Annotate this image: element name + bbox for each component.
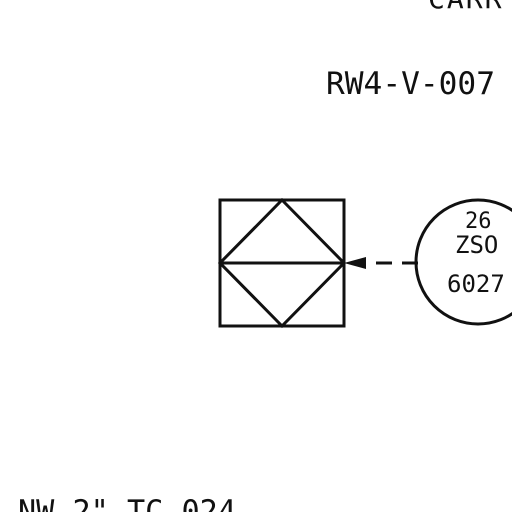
valve-diamond	[217, 197, 347, 329]
instrument-circle	[414, 198, 512, 326]
signal-connection	[344, 257, 418, 269]
valve-tag-label: RW4-V-007	[326, 66, 495, 102]
valve-symbol[interactable]	[217, 197, 347, 329]
arrowhead-icon	[344, 257, 366, 269]
instrument-function: ZSO	[455, 231, 498, 259]
instrument-loop-number: 6027	[447, 270, 505, 298]
line-tag-label: NW-2"-TC-024	[18, 494, 236, 512]
instrument-balloon[interactable]: 26 ZSO 6027	[414, 198, 512, 326]
top-cropped-label: CARR 7	[428, 0, 512, 15]
instrument-number: 26	[465, 209, 492, 234]
